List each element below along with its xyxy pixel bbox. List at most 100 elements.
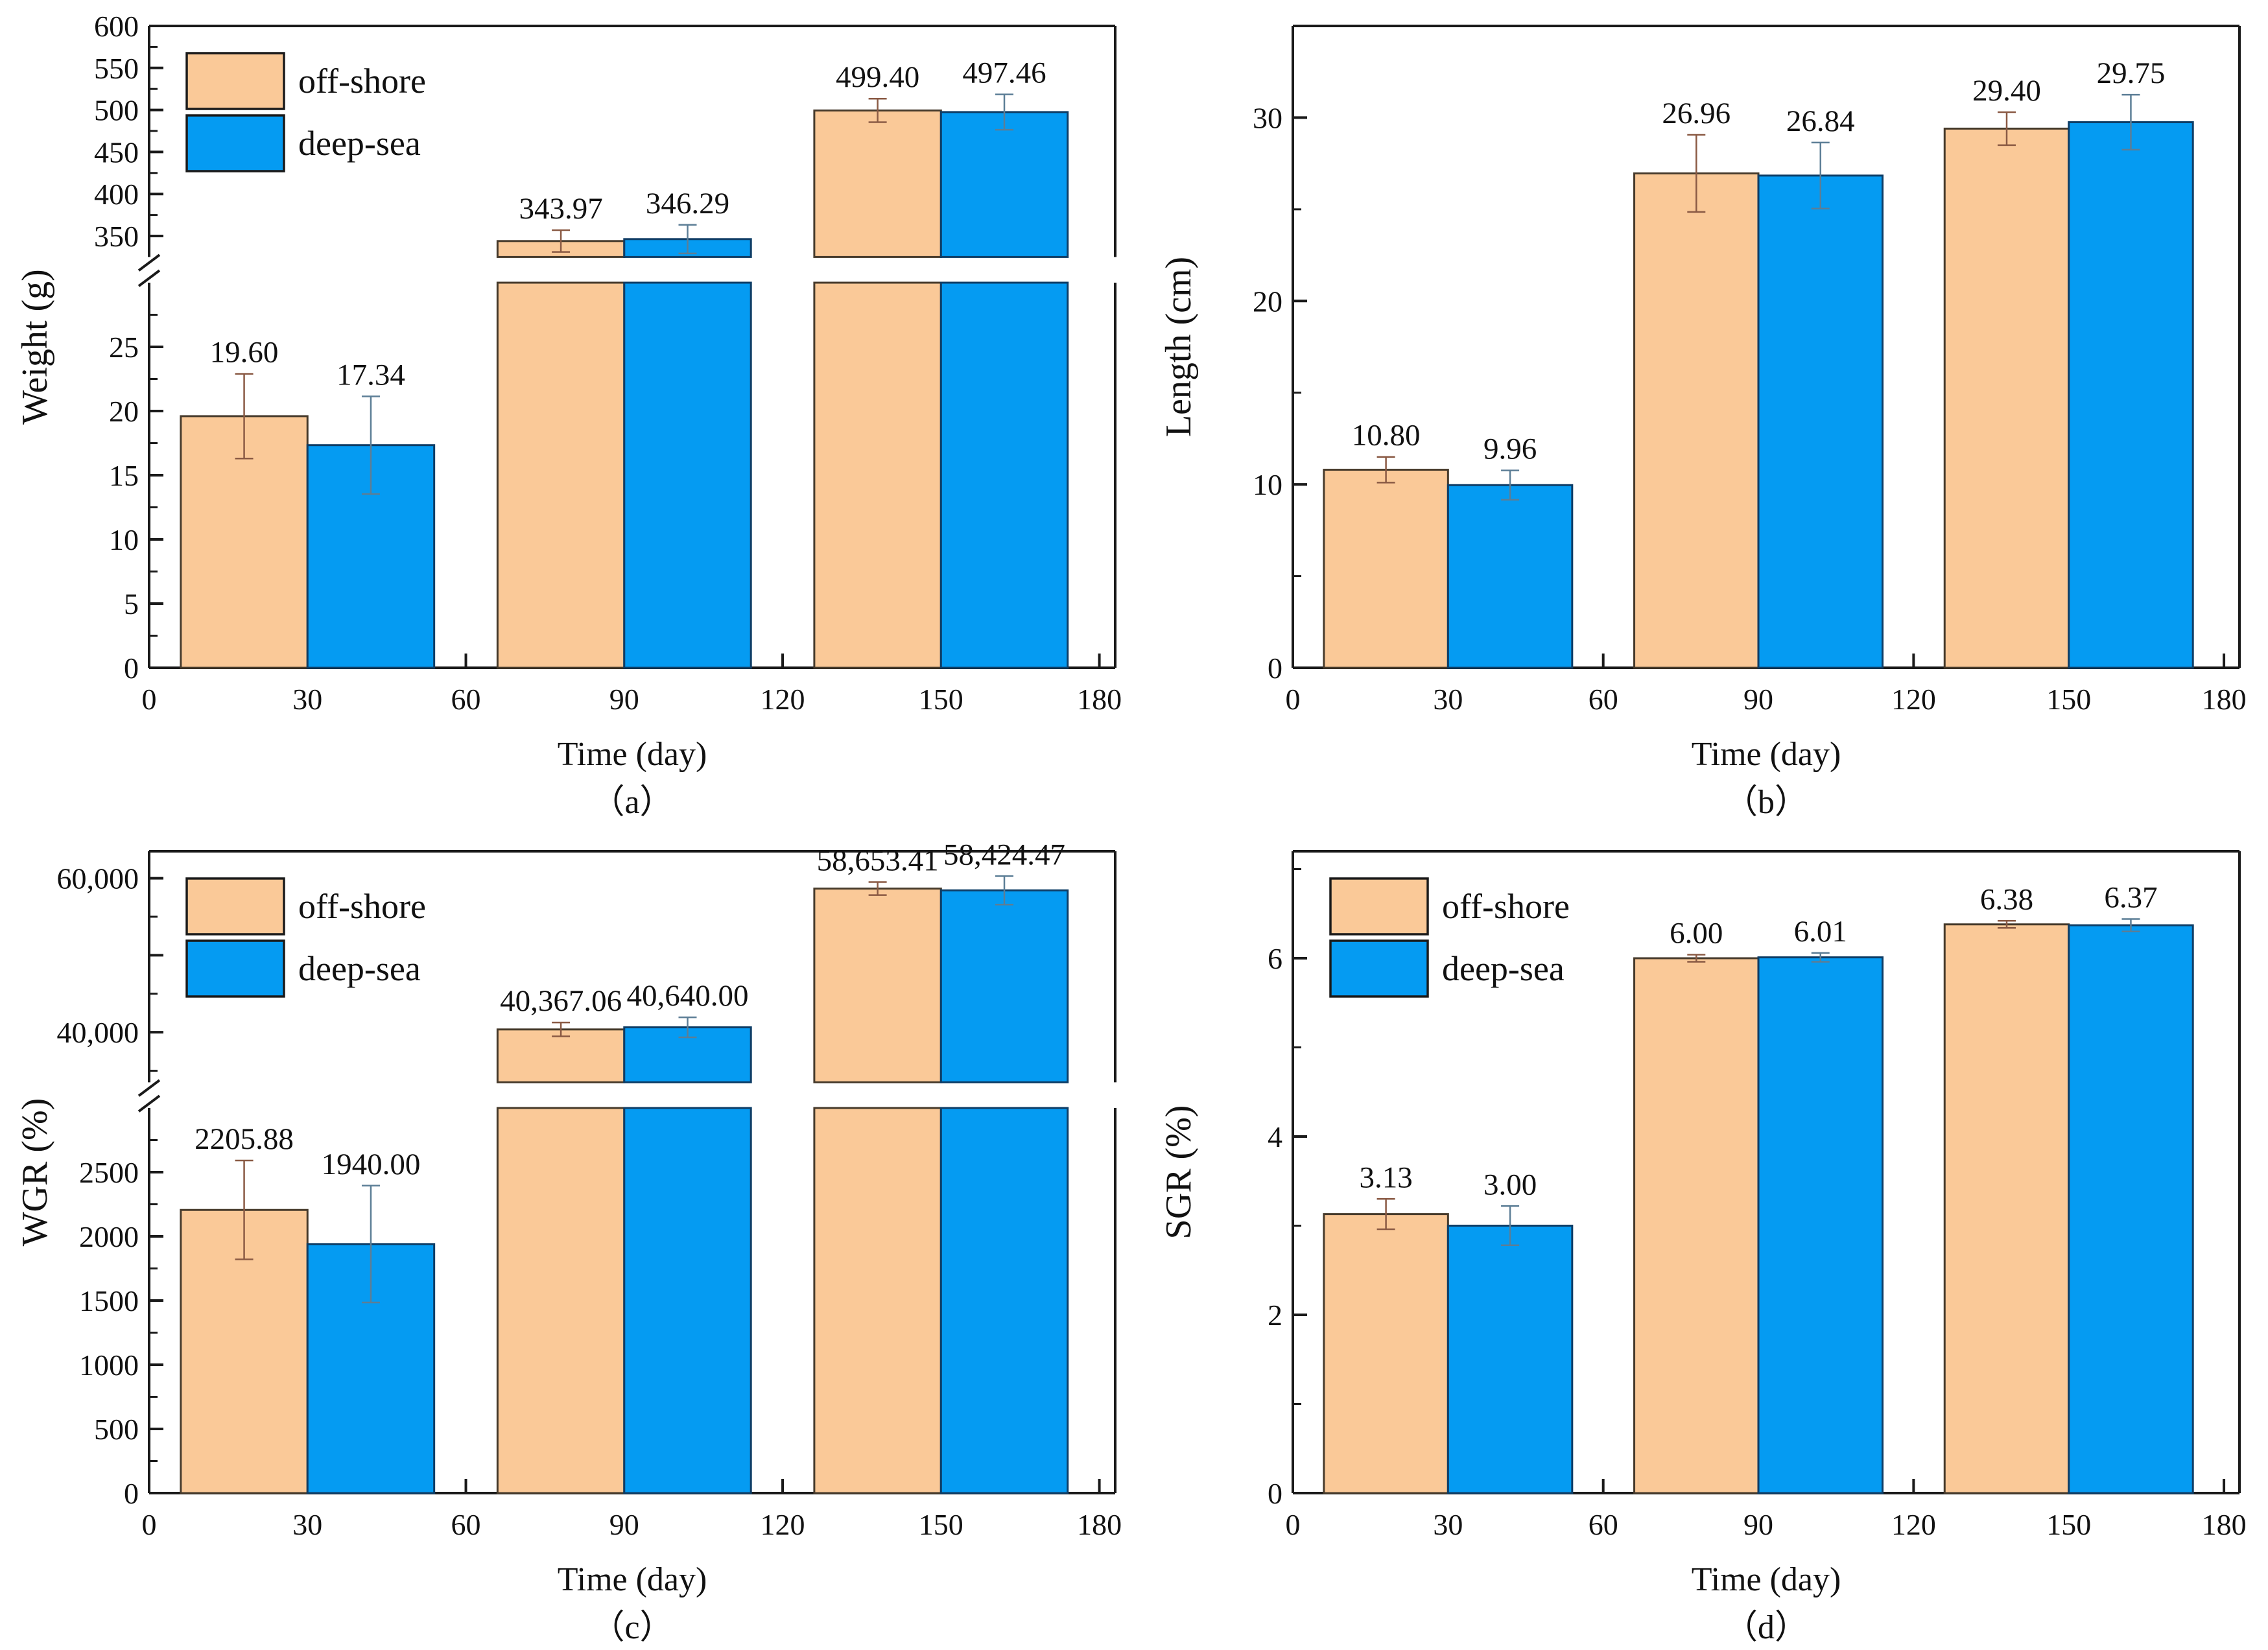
error-bar bbox=[995, 93, 1014, 131]
legend: off-shore deep-sea bbox=[1329, 877, 1570, 998]
deep-sea-bar bbox=[1757, 956, 1884, 1494]
bars: 2205.88 1940.00 40,367.06 40,640.00 58,653.4… bbox=[180, 838, 1069, 1494]
deep-sea-bar bbox=[2068, 924, 2194, 1494]
x-tick-label: 60 bbox=[1589, 1508, 1618, 1541]
axis-break-mark bbox=[137, 253, 161, 272]
x-axis-title: Time (day) bbox=[558, 736, 707, 773]
legend-swatch-off-shore bbox=[1329, 877, 1429, 936]
x-tick-label: 60 bbox=[451, 1508, 481, 1541]
off-shore-bar bbox=[1323, 1213, 1449, 1494]
value-label: 3.13 bbox=[1359, 1161, 1412, 1194]
error-bar bbox=[678, 224, 697, 255]
value-label: 40,640.00 bbox=[626, 979, 748, 1013]
x-tick-label: 30 bbox=[292, 683, 322, 716]
off-shore-bar bbox=[1943, 923, 2070, 1494]
y-tick-label: 60,000 bbox=[57, 862, 139, 895]
off-shore-bar bbox=[813, 888, 942, 1083]
value-label: 6.00 bbox=[1670, 917, 1723, 950]
error-bar bbox=[868, 881, 887, 896]
panel-caption: （b） bbox=[1724, 784, 1808, 821]
off-shore-bar bbox=[1943, 127, 2070, 669]
y-tick-label: 500 bbox=[94, 1413, 139, 1446]
x-tick-label: 120 bbox=[761, 683, 805, 716]
error-bar bbox=[235, 1159, 254, 1260]
axis-break-mark bbox=[137, 269, 161, 287]
error-bar bbox=[1997, 111, 2016, 147]
chart-svg-c: 40,000 60,000 0 500 1000 1500 2000 2500 0 30 60 90 1… bbox=[15, 838, 1122, 1646]
value-label: 17.34 bbox=[337, 358, 405, 392]
error-bar bbox=[1376, 456, 1395, 484]
bars: 19.60 17.34 343.97 346.29 499.40 497.46 bbox=[180, 56, 1069, 669]
error-bar bbox=[1997, 920, 2016, 929]
chart-svg-b: 0 10 20 30 0 30 60 90 120 150 180 10.80 9.96 26.96 26.… bbox=[1159, 25, 2247, 821]
y-axis-title: Length (cm) bbox=[1159, 257, 1199, 437]
value-label: 346.29 bbox=[646, 187, 729, 220]
legend-swatch-off-shore bbox=[185, 877, 285, 936]
value-label: 29.75 bbox=[2097, 56, 2166, 90]
y-tick-label: 5 bbox=[124, 587, 139, 620]
x-tick-label: 180 bbox=[1077, 1508, 1122, 1541]
error-bar bbox=[1501, 469, 1520, 501]
panel-caption: （d） bbox=[1724, 1609, 1808, 1646]
off-shore-bar bbox=[1323, 469, 1449, 669]
chart-svg-a: 350 400 450 500 550 600 0 5 10 15 20 25 0 30 60 90 120 15… bbox=[15, 10, 1122, 821]
x-tick-label: 90 bbox=[609, 683, 639, 716]
error-bar bbox=[552, 229, 571, 253]
y-tick-label: 0 bbox=[1268, 652, 1282, 685]
y-axis-title: Weight (g) bbox=[15, 269, 55, 425]
value-label: 26.96 bbox=[1662, 97, 1731, 130]
value-label: 497.46 bbox=[962, 56, 1046, 90]
error-bar bbox=[1501, 1205, 1520, 1246]
deep-sea-bar bbox=[623, 281, 752, 669]
deep-sea-bar bbox=[1447, 1225, 1574, 1494]
error-bar bbox=[552, 1021, 571, 1037]
deep-sea-bar bbox=[939, 1107, 1069, 1494]
x-axis-title: Time (day) bbox=[1692, 1561, 1841, 1598]
off-shore-bar bbox=[496, 1028, 626, 1083]
legend-swatch-deep-sea bbox=[185, 114, 285, 172]
error-bar bbox=[235, 373, 254, 460]
legend-label: deep-sea bbox=[298, 949, 421, 988]
x-axis-title: Time (day) bbox=[558, 1561, 707, 1598]
axes: 40,000 60,000 0 500 1000 1500 2000 2500 0 30 60 90 1… bbox=[57, 850, 1122, 1541]
legend: off-shore deep-sea bbox=[185, 877, 426, 998]
off-shore-bar bbox=[813, 109, 942, 258]
off-shore-bar bbox=[813, 281, 942, 669]
x-tick-label: 30 bbox=[292, 1508, 322, 1541]
y-tick-label: 25 bbox=[109, 331, 139, 364]
deep-sea-bar bbox=[939, 281, 1069, 669]
deep-sea-bar bbox=[939, 889, 1069, 1083]
y-tick-label: 10 bbox=[109, 523, 139, 556]
y-tick-label: 1000 bbox=[79, 1349, 139, 1382]
panel-d-sgr-chart: 0 2 4 6 0 30 60 90 120 150 180 3.13 3.00 6.00 6.01 6.38… bbox=[1144, 825, 2268, 1650]
x-tick-label: 120 bbox=[1891, 1508, 1936, 1541]
y-tick-label: 10 bbox=[1253, 468, 1282, 501]
y-tick-label: 4 bbox=[1268, 1120, 1282, 1153]
value-label: 10.80 bbox=[1352, 419, 1421, 453]
panel-a-weight-chart: 350 400 450 500 550 600 0 5 10 15 20 25 0 30 60 90 120 15… bbox=[0, 0, 1144, 825]
off-shore-bar bbox=[496, 1107, 626, 1494]
error-bar bbox=[678, 1016, 697, 1039]
value-label: 6.38 bbox=[1980, 882, 2033, 916]
legend-label: off-shore bbox=[1442, 887, 1570, 926]
deep-sea-bar bbox=[1447, 484, 1574, 669]
x-tick-label: 90 bbox=[1743, 1508, 1773, 1541]
legend: off-shore deep-sea bbox=[185, 52, 426, 172]
x-tick-label: 150 bbox=[2046, 683, 2091, 716]
value-label: 19.60 bbox=[210, 336, 279, 370]
value-label: 29.40 bbox=[1972, 74, 2041, 108]
panel-b-length-chart: 0 10 20 30 0 30 60 90 120 150 180 10.80 9.96 26.96 26.… bbox=[1144, 0, 2268, 825]
deep-sea-bar bbox=[939, 111, 1069, 258]
x-tick-label: 120 bbox=[761, 1508, 805, 1541]
value-label: 1940.00 bbox=[322, 1148, 421, 1181]
y-axis-title: WGR (%) bbox=[15, 1098, 55, 1247]
y-tick-label: 20 bbox=[1253, 285, 1282, 318]
legend-label: off-shore bbox=[298, 62, 426, 100]
y-axis-title: SGR (%) bbox=[1159, 1105, 1199, 1240]
value-label: 343.97 bbox=[519, 192, 602, 226]
x-tick-label: 180 bbox=[2202, 683, 2247, 716]
x-tick-label: 60 bbox=[451, 683, 481, 716]
legend-label: off-shore bbox=[298, 887, 426, 926]
error-bar bbox=[361, 395, 380, 495]
